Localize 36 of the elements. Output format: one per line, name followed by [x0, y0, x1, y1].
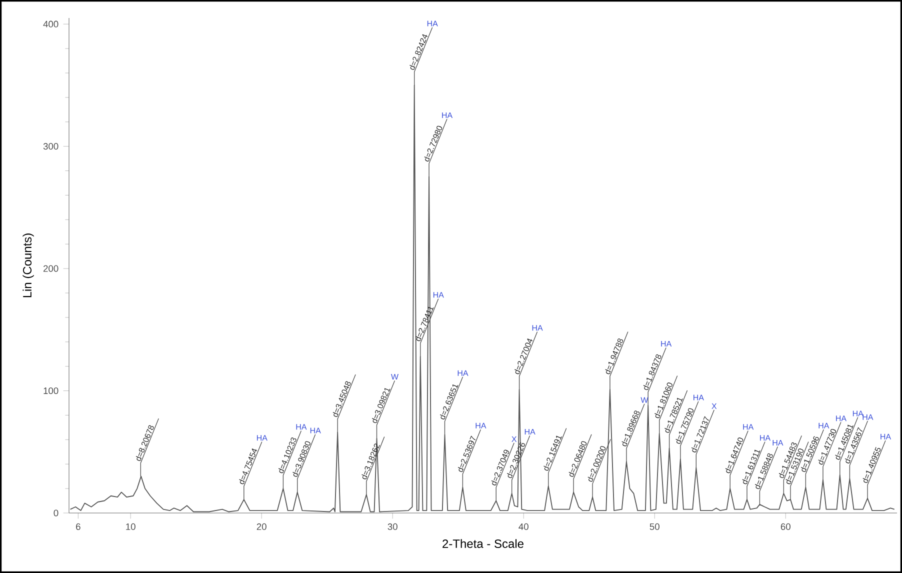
annotation: HA [310, 428, 321, 434]
x-tick-label: 20 [256, 523, 266, 530]
annotation: HA [433, 292, 444, 298]
annotation: HA [760, 435, 771, 441]
y-axis-title: Lin (Counts) [22, 234, 34, 298]
annotation: HA [743, 424, 754, 430]
annotation: HA [476, 422, 486, 428]
y-tick-label: 200 [43, 265, 58, 272]
y-tick-label: 400 [43, 20, 58, 28]
x-axis-title: 2-Theta - Scale [442, 539, 524, 548]
annotation: HA [818, 422, 830, 428]
x-tick-label: 50 [650, 523, 660, 530]
y-tick-label: 300 [43, 143, 58, 150]
annotation: HA [852, 410, 864, 416]
x-tick-label: 6 [76, 523, 80, 530]
annotation: HA [256, 435, 268, 441]
y-tick-label: 100 [44, 387, 58, 394]
y-tick-label: 0 [54, 510, 58, 516]
x-tick-label: 40 [518, 523, 528, 530]
annotation: W [391, 374, 398, 380]
x-tick-label: 10 [126, 523, 136, 530]
annotation: HA [532, 325, 543, 331]
annotation: HA [880, 434, 892, 440]
annotation: X [512, 436, 517, 442]
annotation: HA [524, 429, 536, 435]
annotation: HA [836, 416, 847, 422]
annotation: HA [694, 394, 704, 400]
x-tick-label: 30 [388, 523, 398, 530]
annotation: HA [458, 370, 468, 376]
annotation: HA [427, 20, 438, 26]
annotation: HA [862, 414, 874, 420]
annotation: HA [442, 112, 453, 118]
annotation: HA [296, 424, 307, 430]
annotation: HA [661, 341, 672, 347]
x-tick-label: 60 [780, 523, 790, 530]
annotation: X [712, 403, 717, 409]
